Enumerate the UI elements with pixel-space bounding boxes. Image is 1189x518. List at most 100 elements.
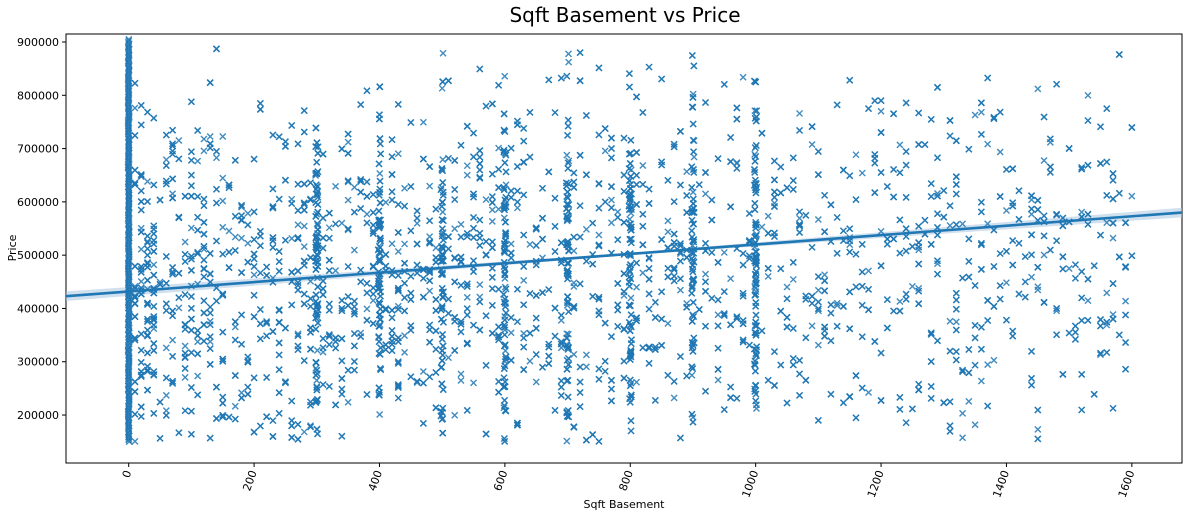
scatter-point (194, 391, 202, 399)
scatter-point (377, 344, 385, 352)
scatter-point (219, 411, 227, 419)
scatter-point (401, 332, 409, 340)
scatter-point (312, 234, 320, 242)
scatter-point (206, 309, 214, 317)
scatter-point (463, 311, 471, 319)
scatter-point (751, 360, 759, 368)
scatter-point (377, 150, 385, 158)
scatter-point (219, 399, 227, 407)
scatter-point (739, 338, 747, 346)
scatter-point (595, 64, 603, 72)
scatter-point (908, 405, 916, 413)
scatter-point (614, 306, 622, 314)
scatter-point (908, 282, 916, 290)
scatter-point (1084, 316, 1092, 324)
scatter-point (463, 171, 471, 179)
scatter-point (488, 206, 496, 214)
scatter-point (1084, 275, 1092, 283)
scatter-point (777, 265, 785, 273)
scatter-point (639, 344, 647, 352)
scatter-point (382, 262, 390, 270)
scatter-point (752, 290, 760, 298)
scatter-point (532, 291, 540, 299)
scatter-point (300, 357, 308, 365)
scatter-point (814, 171, 822, 179)
scatter-point (156, 398, 164, 406)
scatter-point (175, 429, 183, 437)
scatter-point (952, 173, 960, 181)
scatter-point (565, 308, 573, 316)
scatter-point (502, 285, 510, 293)
scatter-point (777, 307, 785, 315)
x-axis-label: Sqft Basement (583, 498, 665, 511)
scatter-point (194, 350, 202, 358)
scatter-point (457, 376, 465, 384)
scatter-point (219, 355, 227, 363)
scatter-point (808, 299, 816, 307)
scatter-point (194, 326, 202, 334)
scatter-point (620, 171, 628, 179)
scatter-point (144, 386, 152, 394)
scatter-point (312, 325, 320, 333)
scatter-point (977, 99, 985, 107)
scatter-point (244, 239, 252, 247)
scatter-point (332, 344, 340, 352)
scatter-point (200, 147, 208, 155)
scatter-point (808, 123, 816, 131)
scatter-point (439, 49, 447, 57)
scatter-point (401, 184, 409, 192)
scatter-point (281, 324, 289, 332)
scatter-point (313, 425, 321, 433)
scatter-point (238, 201, 246, 209)
scatter-point (645, 305, 653, 313)
scatter-point (144, 315, 152, 323)
scatter-point (169, 352, 177, 360)
scatter-point (557, 377, 565, 385)
scatter-point (200, 321, 208, 329)
scatter-point (565, 157, 573, 165)
scatter-point (595, 241, 603, 249)
scatter-point (1034, 206, 1042, 214)
scatter-point (633, 93, 641, 101)
scatter-point (256, 305, 264, 313)
scatter-point (463, 229, 471, 237)
scatter-point (796, 214, 804, 222)
scatter-point (488, 100, 496, 108)
y-axis-ticks: 2000003000004000005000006000007000008000… (17, 36, 66, 422)
scatter-point (500, 126, 508, 134)
scatter-point (702, 387, 710, 395)
scatter-point (1034, 435, 1042, 443)
scatter-point (753, 322, 761, 330)
scatter-point (288, 121, 296, 129)
scatter-point (883, 183, 891, 190)
scatter-point (263, 263, 271, 271)
scatter-point (846, 76, 854, 84)
scatter-point (688, 52, 696, 60)
scatter-point (1096, 231, 1104, 239)
scatter-point (902, 247, 910, 255)
scatter-point (532, 351, 540, 359)
scatter-point (752, 279, 760, 287)
scatter-point (607, 397, 615, 405)
scatter-point (814, 305, 822, 313)
scatter-point (727, 383, 735, 391)
scatter-point (564, 131, 572, 139)
scatter-point (476, 229, 484, 237)
x-tick-label: 1400 (990, 469, 1012, 500)
scatter-point (219, 413, 227, 421)
scatter-point (526, 240, 534, 248)
scatter-point (344, 293, 352, 301)
scatter-point (833, 101, 841, 109)
scatter-point (325, 341, 333, 349)
scatter-point (858, 384, 866, 392)
scatter-point (363, 87, 371, 95)
scatter-point (977, 345, 985, 353)
scatter-point (750, 166, 758, 174)
scatter-point (902, 161, 910, 169)
scatter-point (570, 183, 578, 191)
scatter-point (689, 341, 697, 349)
scatter-point (576, 389, 584, 396)
scatter-point (627, 203, 635, 211)
scatter-point (488, 238, 496, 246)
scatter-point (357, 333, 365, 341)
